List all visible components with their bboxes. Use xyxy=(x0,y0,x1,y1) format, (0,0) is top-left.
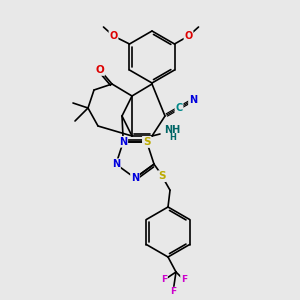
Text: F: F xyxy=(181,275,187,284)
Text: O: O xyxy=(184,31,193,41)
Text: N: N xyxy=(131,173,139,183)
Text: S: S xyxy=(158,171,166,181)
Text: O: O xyxy=(110,31,118,41)
Text: N: N xyxy=(119,137,127,147)
Text: H: H xyxy=(169,134,176,142)
Text: S: S xyxy=(143,137,151,147)
Text: N: N xyxy=(112,159,120,169)
Text: S: S xyxy=(143,137,151,147)
Text: C: C xyxy=(176,103,183,113)
Text: N: N xyxy=(189,95,197,105)
Text: F: F xyxy=(170,287,176,296)
Text: F: F xyxy=(161,275,167,284)
Text: NH: NH xyxy=(164,125,180,135)
Text: O: O xyxy=(96,65,104,75)
